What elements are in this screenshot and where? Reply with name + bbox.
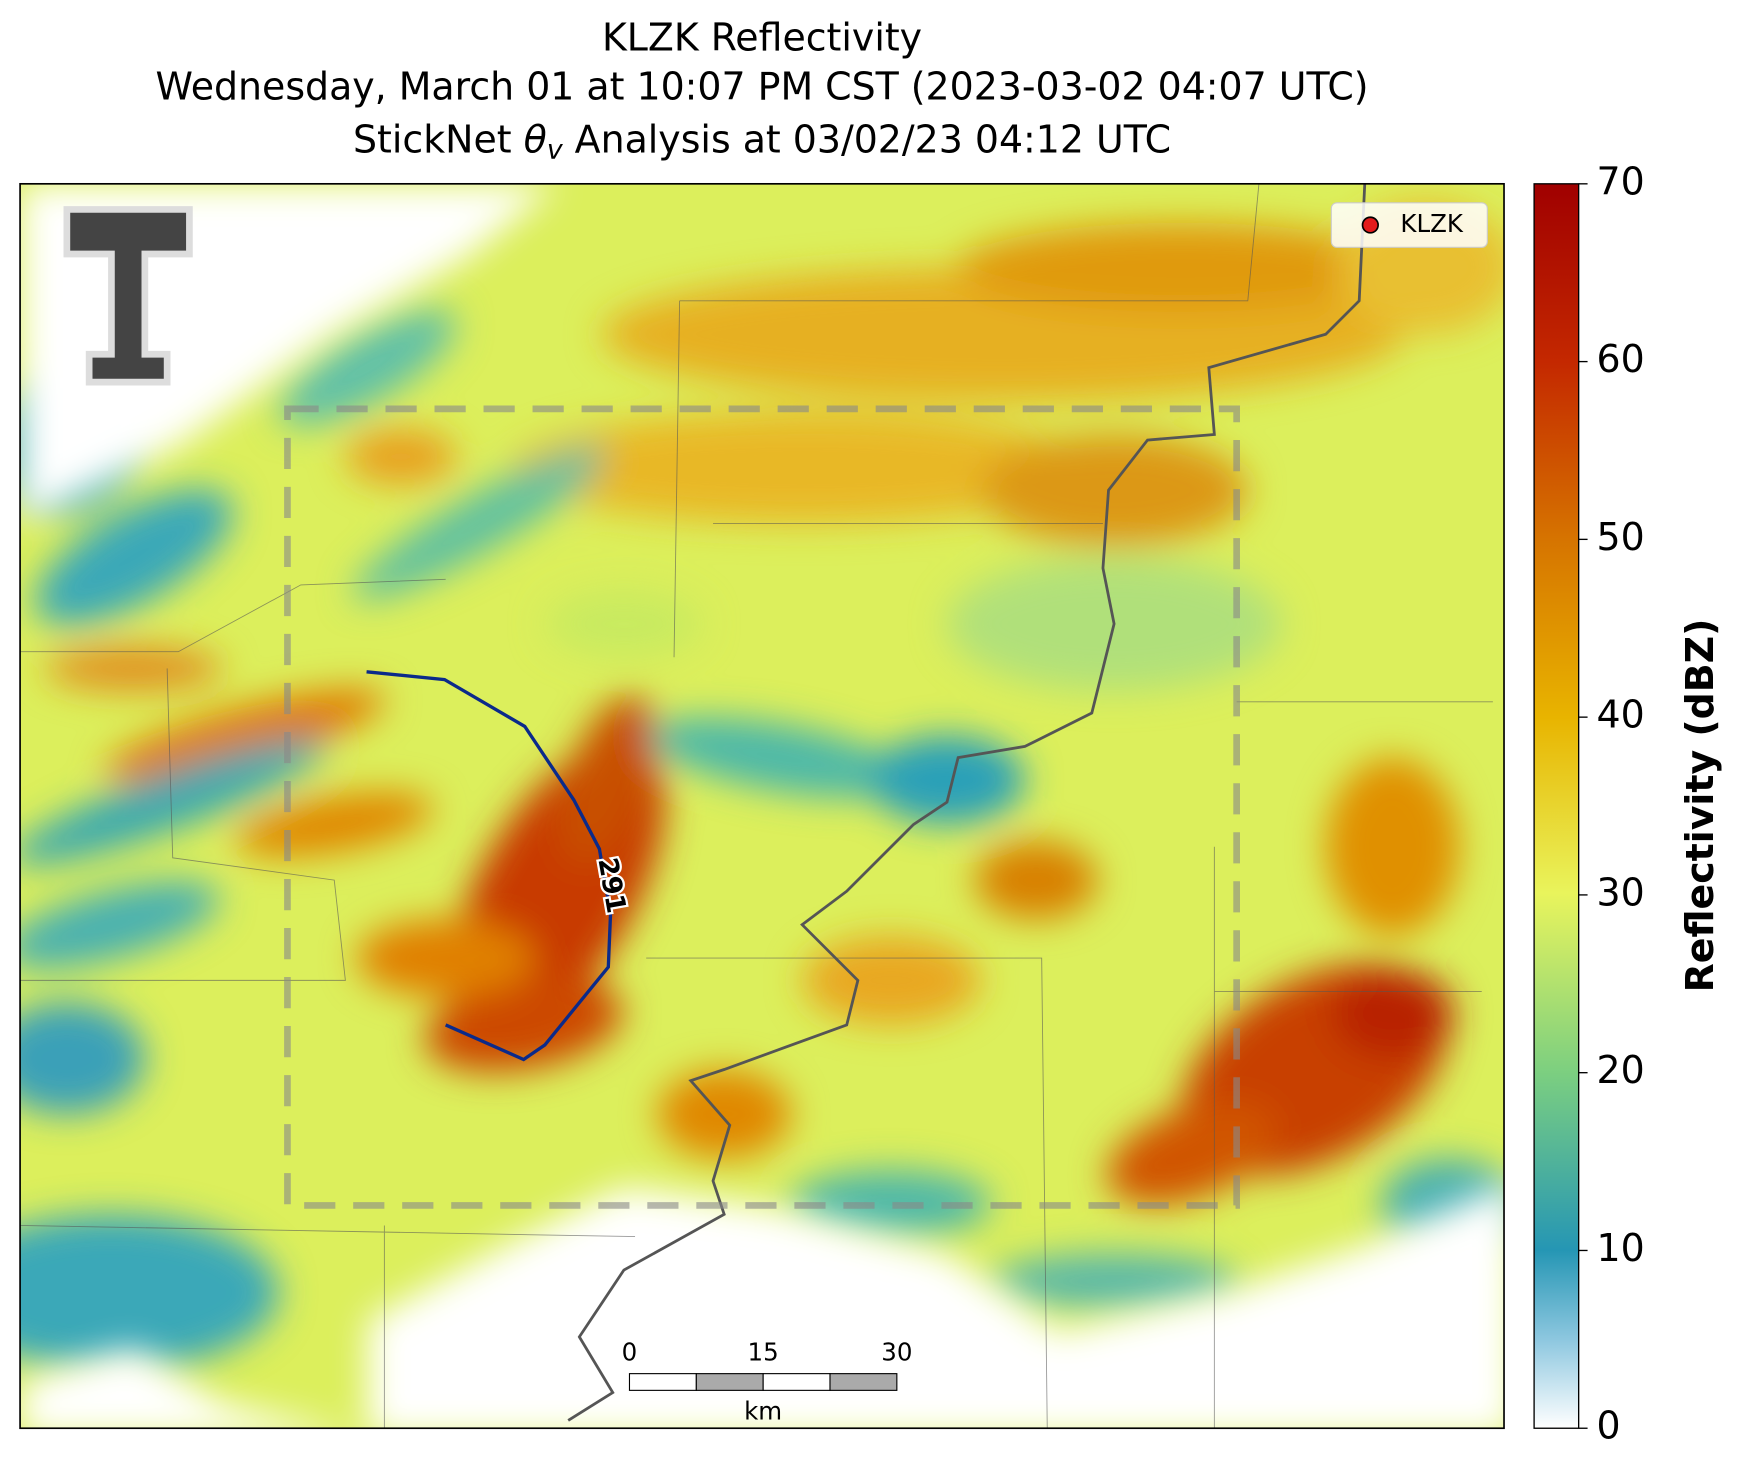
radar-echo [20, 739, 325, 865]
radar-echo [345, 428, 457, 485]
radar-echo [545, 590, 702, 658]
county-border [20, 183, 1493, 1429]
colorbar-tick-label: 70 [1596, 159, 1644, 203]
scale-segment [829, 1373, 898, 1391]
analysis-title: StickNet θv Analysis at 03/02/23 04:12 U… [353, 117, 1171, 165]
radar-echo [974, 841, 1098, 920]
colorbar [1533, 183, 1580, 1429]
logo-shape [63, 206, 193, 386]
radar-echo [802, 935, 981, 1025]
radar-echo [356, 919, 535, 998]
scale-segment [695, 1373, 764, 1391]
subtitle: Wednesday, March 01 at 10:07 PM CST (202… [156, 65, 1369, 109]
county-borders [20, 183, 1493, 1429]
radar-echo [512, 412, 1092, 524]
legend: KLZK [1330, 202, 1488, 248]
scale-segment [628, 1373, 697, 1391]
scale-tick-label: 30 [881, 1338, 912, 1367]
radar-echo [424, 977, 623, 1073]
radar-echo [869, 735, 1025, 825]
colorbar-tick-label: 50 [1596, 515, 1644, 559]
no-echo-area [367, 1185, 1505, 1429]
radar-echo [20, 881, 220, 968]
scale-tick-label: 0 [622, 1338, 638, 1367]
radar-echo [958, 222, 1404, 312]
contour-line [366, 670, 613, 1062]
legend-marker [1361, 216, 1379, 234]
radar-echo [279, 309, 457, 426]
radar-echo [991, 1253, 1237, 1310]
radar-echo [791, 1169, 992, 1237]
radar-echo [1331, 969, 1454, 1059]
logo [63, 206, 193, 386]
radar-echoes [20, 200, 1505, 1371]
title: KLZK Reflectivity [602, 16, 922, 60]
colorbar-tick-label: 60 [1596, 337, 1644, 381]
no-echo-area [20, 1348, 330, 1429]
radar-echo [34, 489, 233, 625]
analysis-suffix: Analysis at 03/02/23 04:12 UTC [563, 117, 1171, 161]
radar-echo [1325, 757, 1460, 936]
radar-echo [20, 1002, 145, 1115]
analysis-domain [284, 405, 1240, 1209]
radar-map: 291 [20, 183, 1505, 1429]
radar-echo [657, 1069, 792, 1159]
analysis-subscript: v [547, 134, 564, 165]
colorbar-tick-label: 0 [1596, 1404, 1620, 1448]
radar-echo [559, 695, 655, 865]
radar-echo [44, 646, 223, 691]
radar-echo [648, 717, 912, 798]
colorbar-tick-label: 30 [1596, 870, 1644, 914]
analysis-prefix: StickNet [353, 117, 524, 161]
radar-echo [105, 689, 386, 782]
map-frame [19, 182, 1505, 1430]
colorbar-tick-label: 20 [1596, 1048, 1644, 1092]
radar-echo [20, 1214, 279, 1371]
scale-segment [762, 1373, 831, 1391]
radar-echo [352, 447, 606, 600]
radar-echo [980, 434, 1248, 546]
scale-unit: km [744, 1397, 782, 1426]
analysis-symbol: θ [524, 117, 547, 161]
scale-bar: km 0 15 30 [622, 1338, 913, 1426]
legend-label: KLZK [1400, 209, 1463, 238]
colorbar-tick-label: 40 [1596, 693, 1644, 737]
colorbar-label: Reflectivity (dBZ) [1678, 619, 1722, 993]
colorbar-tick-label: 10 [1596, 1226, 1644, 1270]
scale-tick-label: 15 [748, 1338, 779, 1367]
no-echo-area [20, 183, 558, 524]
legend-box [1330, 202, 1488, 248]
